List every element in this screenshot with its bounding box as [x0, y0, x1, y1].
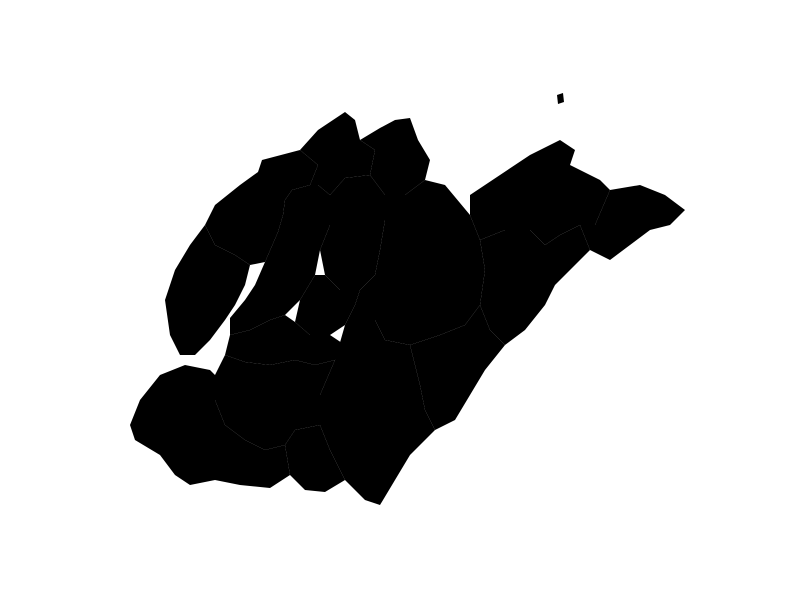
- region-dongying: [360, 118, 430, 195]
- region-binzhou: [300, 112, 375, 195]
- region-dezhou: [205, 150, 318, 265]
- region-laiwu: [295, 275, 360, 335]
- region-weifang: [375, 180, 485, 345]
- region-heze: [130, 365, 290, 488]
- region-layer: [130, 93, 685, 505]
- region-liaocheng: [165, 225, 250, 355]
- region-jinan: [230, 185, 330, 335]
- region-zibo: [320, 175, 385, 290]
- region-yantai: [470, 140, 610, 245]
- region-taian: [225, 315, 345, 365]
- region-jining: [215, 355, 335, 450]
- region-linyi: [320, 275, 435, 505]
- region-qingdao: [480, 225, 590, 345]
- region-weihai: [580, 185, 685, 260]
- region-island-north: [557, 93, 564, 104]
- region-zaozhuang: [285, 425, 345, 492]
- region-rizhi: [410, 305, 505, 430]
